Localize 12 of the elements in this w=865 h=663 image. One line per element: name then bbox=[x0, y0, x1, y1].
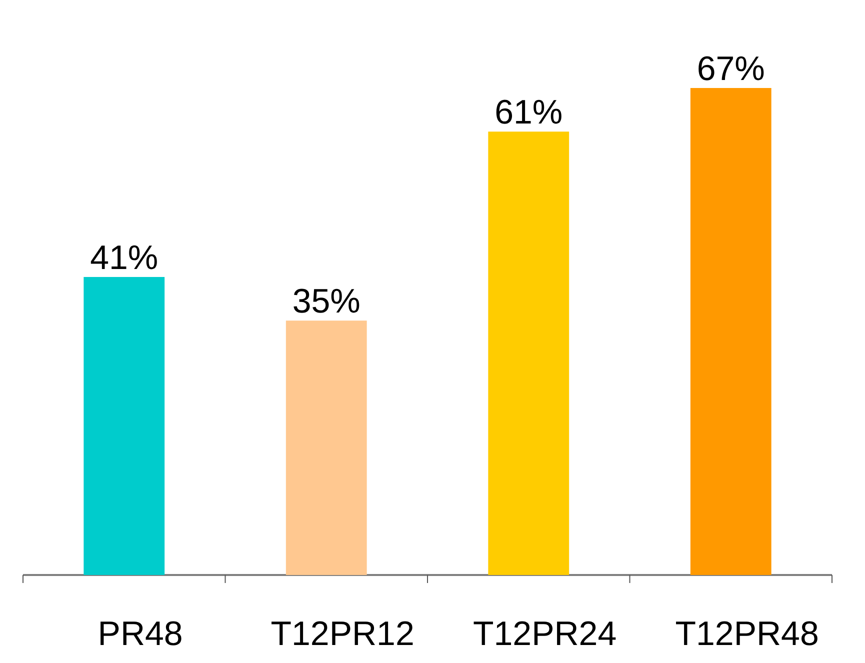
bar bbox=[690, 88, 772, 575]
data-label: 61% bbox=[494, 94, 563, 132]
x-tick-label: T12PR12 bbox=[270, 615, 414, 653]
x-tick-label: T12PR48 bbox=[675, 615, 819, 653]
data-label: 67% bbox=[696, 50, 765, 88]
bar bbox=[84, 276, 165, 575]
x-tick-label: PR48 bbox=[98, 615, 183, 653]
data-label: 41% bbox=[90, 238, 158, 277]
bar bbox=[488, 132, 570, 575]
x-tick-label: T12PR24 bbox=[472, 615, 617, 653]
bar bbox=[286, 320, 367, 575]
data-label: 35% bbox=[292, 282, 360, 321]
